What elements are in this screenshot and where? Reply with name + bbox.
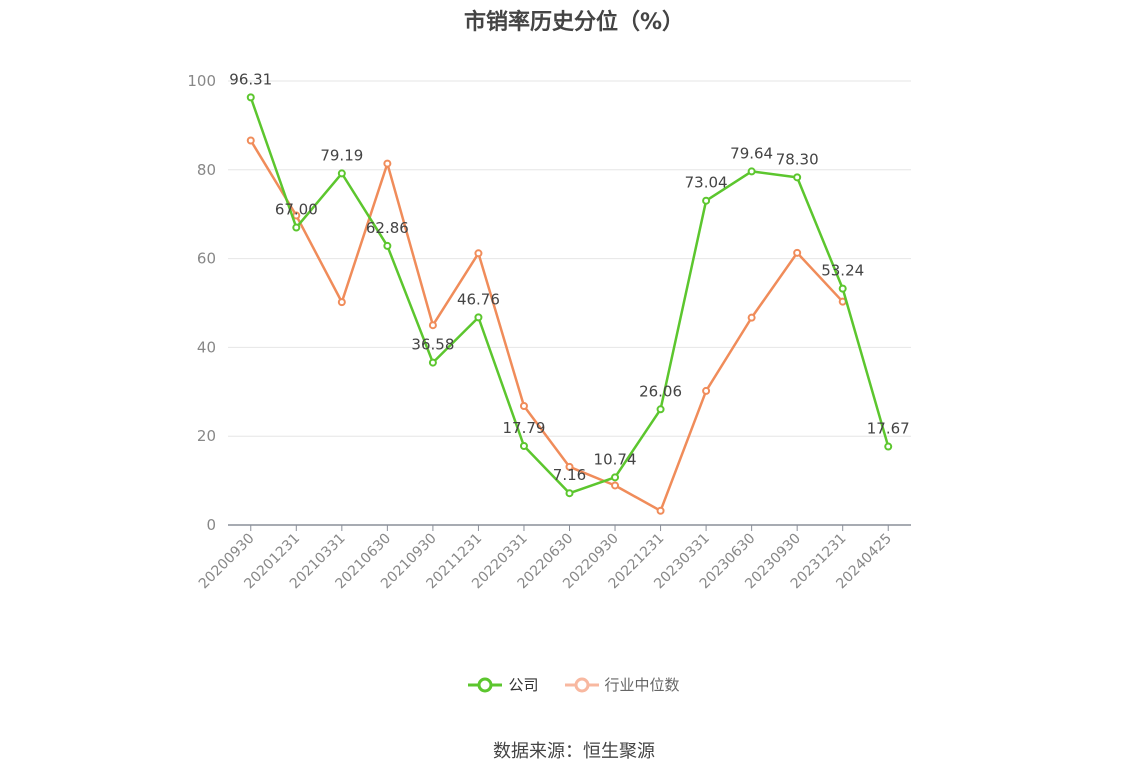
data-point-industry: [611, 481, 620, 490]
data-label: 67.00: [275, 201, 318, 219]
data-label: 36.58: [411, 336, 454, 354]
data-label: 78.30: [776, 150, 819, 168]
data-point-industry: [702, 386, 711, 395]
data-point-company: [884, 442, 893, 451]
chart-title: 市销率历史分位（%）: [463, 10, 685, 35]
legend-company-marker: [468, 677, 503, 692]
y-tick-label: 40: [197, 338, 216, 356]
data-point-industry: [474, 249, 483, 258]
data-point-company: [246, 93, 255, 102]
data-label: 26.06: [639, 382, 682, 400]
data-point-industry: [656, 506, 665, 515]
data-point-company: [474, 313, 483, 322]
legend-item-company[interactable]: 公司: [468, 674, 539, 695]
y-tick-label: 80: [197, 161, 216, 179]
y-tick-label: 100: [187, 72, 216, 90]
data-point-industry: [246, 136, 255, 145]
data-label: 17.79: [502, 419, 545, 437]
data-point-company: [519, 442, 528, 451]
data-point-industry: [565, 462, 574, 471]
data-label: 17.67: [867, 420, 910, 438]
data-point-industry: [747, 313, 756, 322]
data-label: 79.19: [320, 146, 363, 164]
data-point-company: [793, 173, 802, 182]
data-source: 数据来源：恒生聚源: [493, 741, 655, 762]
series-line-industry: [249, 139, 844, 513]
data-point-industry: [793, 248, 802, 257]
data-label: 10.74: [594, 450, 637, 468]
data-point-company: [428, 358, 437, 367]
data-point-company: [383, 241, 392, 250]
data-point-company: [747, 167, 756, 176]
data-label: 96.31: [229, 70, 272, 88]
y-tick-label: 20: [197, 427, 216, 445]
data-label: 73.04: [685, 174, 728, 192]
legend-industry-marker: [564, 677, 599, 692]
data-label: 46.76: [457, 290, 500, 308]
data-point-company: [565, 489, 574, 498]
data-point-company: [702, 196, 711, 205]
legend: 公司 行业中位数: [0, 674, 1148, 695]
data-point-industry: [337, 298, 346, 307]
data-point-company: [656, 405, 665, 414]
data-point-company: [337, 169, 346, 178]
data-point-industry: [519, 402, 528, 411]
data-label: 62.86: [366, 219, 409, 237]
data-point-company: [292, 223, 301, 232]
y-tick-label: 60: [197, 250, 216, 268]
data-label: 7.16: [553, 466, 586, 484]
legend-label-industry: 行业中位数: [604, 676, 680, 694]
y-tick-label: 0: [206, 516, 216, 534]
legend-item-industry[interactable]: 行业中位数: [564, 674, 680, 695]
data-label: 79.64: [730, 144, 773, 162]
data-point-industry: [428, 321, 437, 330]
data-label: 53.24: [821, 262, 864, 280]
data-point-industry: [383, 159, 392, 168]
data-point-company: [611, 473, 620, 482]
data-point-company: [838, 284, 847, 293]
legend-label-company: 公司: [508, 676, 539, 694]
